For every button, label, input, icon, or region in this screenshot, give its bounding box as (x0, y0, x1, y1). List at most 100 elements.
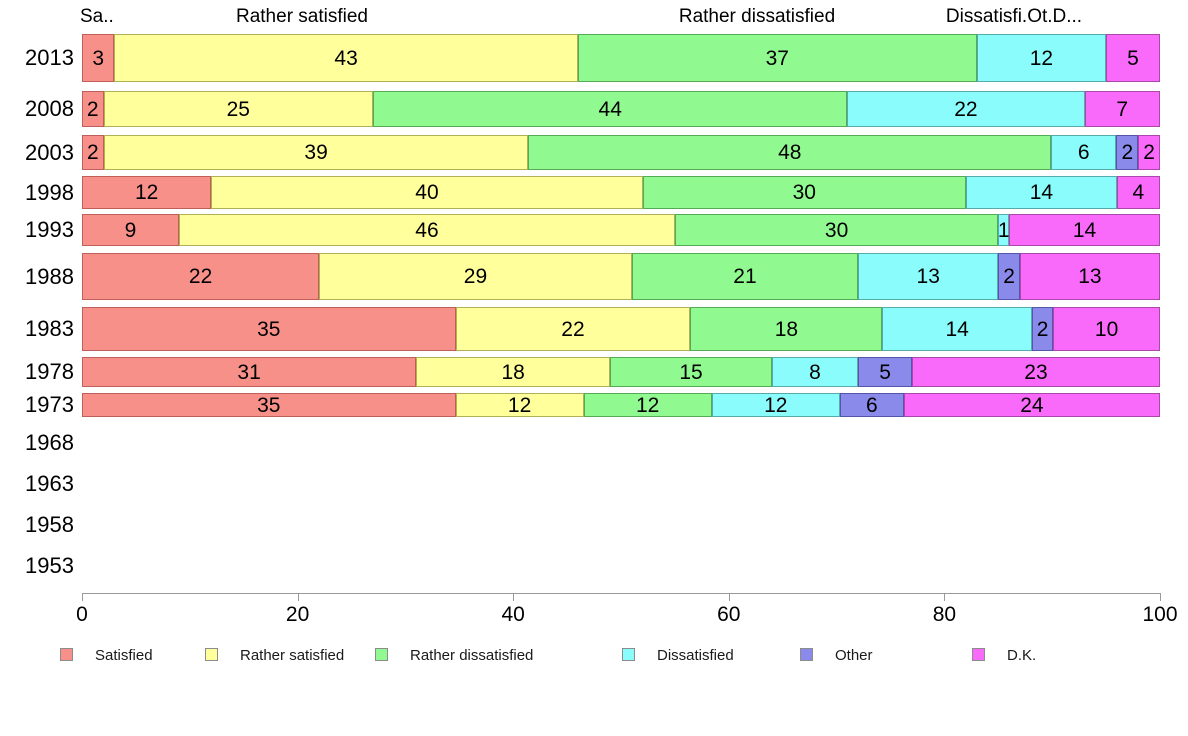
bar-segment: 31 (82, 357, 417, 387)
bar-segment: 37 (577, 34, 977, 82)
x-axis-tick (513, 593, 515, 601)
bar-row: 31 18 15 8 5 23 (82, 357, 1160, 387)
column-header: Rather satisfied (235, 6, 369, 27)
bar-segment: 35 (82, 393, 456, 417)
bar-segment-value: 35 (257, 317, 281, 341)
y-axis-label: 1998 (25, 179, 74, 205)
bar-row: 12 40 30 14 4 (82, 176, 1160, 209)
bar-segment: 30 (674, 214, 999, 246)
legend-label: Dissatisfied (657, 647, 734, 664)
x-axis-tick-label: 60 (717, 603, 741, 626)
bar-segment: 13 (858, 253, 999, 300)
bar-segment-value: 12 (764, 393, 788, 417)
bar-segment: 8 (771, 357, 859, 387)
bar-segment-value: 46 (415, 218, 439, 242)
bar-segment: 2 (1138, 135, 1160, 170)
x-axis-tick (82, 593, 83, 601)
x-axis-tick-label: 100 (1142, 603, 1178, 626)
bar-segment-value: 30 (792, 181, 816, 204)
bar-row: 2 39 48 6 2 2 (82, 135, 1160, 170)
bar-segment-value: 12 (135, 181, 159, 204)
bar-segment: 2 (1031, 307, 1054, 351)
bar-segment: 9 (82, 214, 180, 246)
bar-segment: 40 (211, 176, 643, 209)
y-axis-label: 2008 (25, 96, 74, 121)
bar-segment: 39 (103, 135, 529, 170)
bar-segment-value: 14 (945, 317, 969, 341)
y-axis-label: 1993 (25, 217, 74, 242)
bar-segment: 15 (610, 357, 772, 387)
legend-label: Rather satisfied (240, 647, 345, 664)
bar-segment-value: 43 (334, 46, 358, 70)
x-axis-line (82, 593, 1160, 594)
bar-segment-value: 31 (237, 360, 261, 384)
bar-segment: 10 (1053, 307, 1160, 351)
bar-segment: 6 (839, 393, 904, 417)
column-header: Rather dissatisfied (678, 6, 836, 27)
bar-segment-value: 2 (86, 97, 99, 121)
x-axis-tick (944, 593, 946, 601)
bar-segment: 4 (1116, 176, 1160, 209)
y-axis-label: 1963 (25, 471, 74, 496)
bar-segment: 24 (903, 393, 1160, 417)
y-axis-label: 1953 (25, 553, 74, 578)
bar-segment: 12 (583, 393, 712, 417)
y-axis-label: 1973 (25, 392, 74, 417)
bar-segment-value: 23 (1024, 360, 1048, 384)
legend-swatch (205, 648, 218, 661)
bar-segment: 6 (1051, 135, 1117, 170)
legend-swatch (375, 648, 388, 661)
bar-segment-value: 3 (92, 46, 104, 70)
y-axis-label: 1968 (25, 430, 74, 455)
bar-segment: 22 (455, 307, 691, 351)
bar-row: 22 29 21 13 2 13 (82, 253, 1160, 300)
bar-segment-value: 12 (1029, 46, 1054, 70)
bar-segment: 14 (882, 307, 1032, 351)
bar-segment: 2 (1116, 135, 1139, 170)
bar-segment-value: 13 (916, 265, 940, 288)
bar-segment-value: 8 (809, 360, 821, 384)
bar-segment: 12 (455, 393, 584, 417)
bar-segment: 12 (711, 393, 840, 417)
bar-segment-value: 21 (733, 265, 757, 288)
bar-segment-value: 22 (954, 97, 978, 121)
legend-swatch (60, 648, 73, 661)
legend-swatch (622, 648, 635, 661)
bar-segment-value: 2 (87, 141, 99, 164)
y-axis-label: 1988 (25, 263, 74, 289)
bar-segment-value: 15 (679, 360, 703, 384)
column-header: Dissatisfi.Ot.D... (945, 6, 1083, 27)
bar-segment-value: 1 (997, 218, 1010, 242)
bar-segment: 22 (847, 91, 1085, 127)
bar-segment: 21 (631, 253, 859, 300)
x-axis-tick (728, 593, 730, 601)
bar-segment-value: 2 (1121, 141, 1134, 164)
bar-segment-value: 18 (774, 317, 799, 341)
legend-label: Other (835, 647, 873, 664)
bar-segment-value: 48 (778, 141, 802, 164)
bar-row: 35 22 18 14 2 10 (82, 307, 1160, 351)
bar-segment-value: 13 (1078, 265, 1102, 288)
bar-segment-value: 24 (1020, 393, 1044, 417)
x-axis-tick-label: 80 (932, 603, 957, 626)
bar-segment-value: 18 (501, 360, 525, 384)
bar-segment-value: 25 (226, 97, 250, 121)
bar-segment-value: 10 (1094, 317, 1119, 341)
bar-segment: 22 (82, 253, 320, 300)
bar-segment-value: 39 (304, 141, 328, 164)
y-axis-label: 2013 (25, 45, 74, 70)
bar-segment-value: 30 (824, 218, 849, 242)
bar-segment: 18 (690, 307, 883, 351)
bar-segment: 13 (1019, 253, 1160, 300)
y-axis-label: 1983 (25, 316, 74, 341)
bar-segment: 30 (642, 176, 966, 209)
legend-label: Rather dissatisfied (410, 647, 534, 664)
bar-segment: 7 (1084, 91, 1160, 127)
bar-segment: 23 (912, 357, 1160, 387)
bar-segment-value: 7 (1116, 97, 1129, 121)
bar-segment: 2 (82, 91, 104, 127)
x-axis-tick-label: 40 (501, 603, 525, 626)
bar-segment-value: 29 (463, 265, 488, 288)
bar-segment: 1 (997, 214, 1010, 246)
